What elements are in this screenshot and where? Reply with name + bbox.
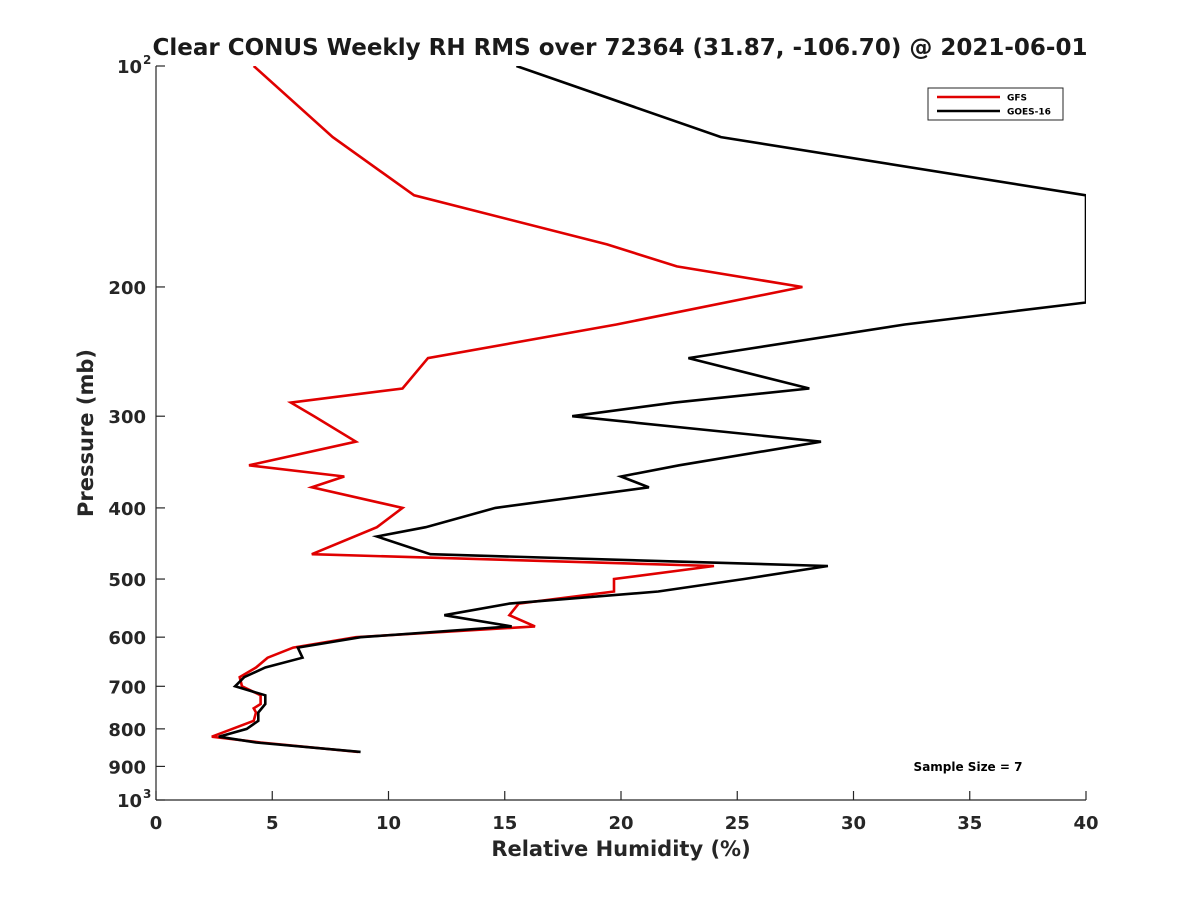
y-tick-exponent: 3 (143, 787, 151, 801)
legend: GFS GOES-16 (927, 87, 1064, 121)
legend-box (927, 87, 1064, 121)
x-axis-label: Relative Humidity (%) (491, 837, 750, 861)
legend-entry: GOES-16 (1007, 108, 1051, 118)
x-tick-label: 20 (608, 813, 633, 834)
x-tick-label: 30 (841, 813, 866, 834)
y-tick-label: 300 (108, 407, 146, 428)
chart-title: Clear CONUS Weekly RH RMS over 72364 (31… (153, 35, 1088, 61)
y-tick-label: 10 (117, 791, 142, 812)
y-tick-label: 900 (108, 757, 146, 778)
series-line-gfs (211, 66, 803, 754)
y-tick-label: 400 (108, 499, 146, 520)
y-tick-label: 600 (108, 628, 146, 649)
x-tick-labels: 0 5 10 15 20 25 30 35 40 (150, 813, 1099, 834)
series-lines (211, 66, 1086, 754)
x-tick-label: 35 (957, 813, 982, 834)
x-tick-label: 0 (150, 813, 163, 834)
sample-size-annotation: Sample Size = 7 (914, 760, 1023, 774)
y-tick-label: 800 (108, 720, 146, 741)
y-axis-label: Pressure (mb) (74, 349, 98, 517)
tick-marks (155, 65, 1087, 801)
x-tick-label: 40 (1073, 813, 1098, 834)
legend-entry: GFS (1007, 94, 1027, 104)
y-tick-label: 10 (117, 57, 142, 78)
series-line-goes-16 (218, 66, 1086, 754)
x-tick-label: 10 (376, 813, 401, 834)
y-tick-label: 500 (108, 570, 146, 591)
y-tick-exponent: 2 (143, 53, 151, 67)
y-tick-label: 700 (108, 677, 146, 698)
y-tick-label: 200 (108, 278, 146, 299)
x-tick-label: 25 (725, 813, 750, 834)
x-tick-label: 5 (266, 813, 279, 834)
x-tick-label: 15 (492, 813, 517, 834)
